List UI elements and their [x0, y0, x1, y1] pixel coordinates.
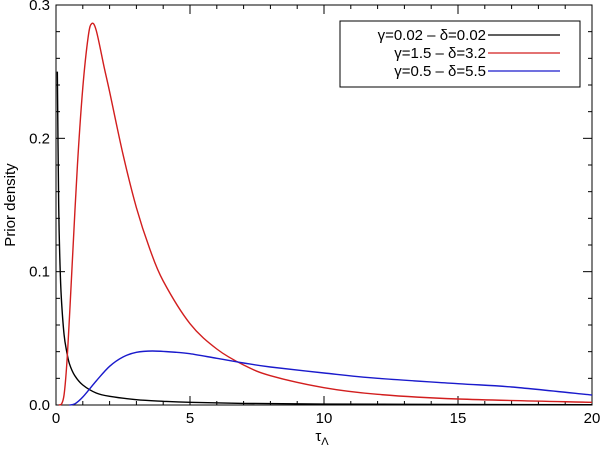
x-tick-label: 10: [316, 410, 333, 427]
legend-box: [339, 20, 581, 88]
legend: γ=0.02 – δ=0.02 γ=1.5 – δ=3.2 γ=0.5 – δ=…: [339, 20, 581, 88]
x-tick-label: 15: [450, 410, 467, 427]
series-line-1: [56, 71, 593, 406]
legend-entry-2-label: γ=1.5 – δ=3.2: [394, 45, 486, 62]
x-axis-label-main: τ: [315, 428, 321, 445]
x-axis-label: τΛ: [315, 428, 329, 448]
y-tick-label: 0.2: [29, 130, 50, 147]
y-tick-label: 0.1: [29, 264, 50, 281]
y-axis-label: Prior density: [2, 163, 19, 247]
y-tick-label: 0.3: [29, 0, 50, 14]
legend-entry-1-label: γ=0.02 – δ=0.02: [378, 27, 486, 44]
y-tick-label: 0.0: [29, 397, 50, 414]
x-tick-label: 0: [52, 410, 60, 427]
series-lines: [56, 22, 593, 406]
tick-labels: 0 5 10 15 20 0.0 0.1 0.2 0.3: [29, 0, 600, 427]
series-line-3: [69, 350, 593, 406]
x-tick-label: 5: [186, 410, 194, 427]
x-tick-label: 20: [584, 410, 600, 427]
legend-entry-3-label: γ=0.5 – δ=5.5: [394, 63, 486, 80]
series-line-2: [58, 22, 593, 406]
x-axis-label-sub: Λ: [321, 436, 329, 448]
